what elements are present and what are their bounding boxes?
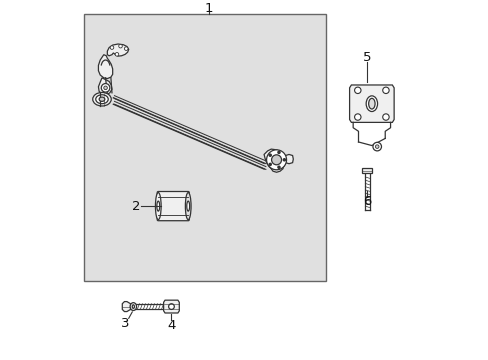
Ellipse shape — [366, 96, 377, 112]
Circle shape — [268, 163, 271, 166]
Polygon shape — [264, 149, 285, 171]
Circle shape — [354, 114, 360, 120]
Ellipse shape — [93, 93, 111, 106]
Ellipse shape — [186, 201, 189, 211]
Polygon shape — [284, 154, 293, 164]
Circle shape — [382, 114, 388, 120]
Text: 5: 5 — [363, 51, 371, 64]
Circle shape — [101, 84, 110, 92]
Ellipse shape — [155, 193, 161, 220]
Polygon shape — [349, 85, 393, 122]
Ellipse shape — [157, 201, 160, 211]
Polygon shape — [98, 55, 112, 78]
Ellipse shape — [185, 193, 191, 220]
Ellipse shape — [130, 303, 136, 310]
Circle shape — [115, 53, 119, 56]
Circle shape — [375, 145, 378, 148]
Text: 4: 4 — [167, 319, 175, 332]
Circle shape — [103, 86, 107, 90]
Circle shape — [277, 151, 280, 153]
Polygon shape — [163, 300, 179, 313]
Circle shape — [277, 166, 280, 168]
Circle shape — [354, 87, 360, 94]
Circle shape — [266, 150, 286, 170]
Text: 3: 3 — [121, 317, 129, 330]
Circle shape — [110, 46, 114, 49]
Circle shape — [119, 44, 122, 48]
FancyBboxPatch shape — [157, 192, 189, 221]
Bar — [84, 14, 326, 281]
Ellipse shape — [99, 97, 104, 102]
Circle shape — [283, 159, 285, 161]
Circle shape — [124, 47, 128, 50]
Polygon shape — [107, 44, 128, 56]
Ellipse shape — [96, 95, 108, 104]
Circle shape — [271, 155, 281, 165]
Text: 2: 2 — [131, 199, 140, 213]
Text: 6: 6 — [363, 195, 371, 208]
Circle shape — [168, 304, 174, 310]
Polygon shape — [269, 164, 283, 172]
Polygon shape — [98, 78, 112, 95]
Circle shape — [268, 154, 271, 156]
Text: 1: 1 — [204, 2, 213, 15]
Circle shape — [382, 87, 388, 94]
Polygon shape — [362, 168, 372, 173]
Circle shape — [372, 142, 381, 151]
Ellipse shape — [132, 305, 134, 309]
Polygon shape — [122, 302, 130, 311]
Ellipse shape — [368, 98, 374, 109]
